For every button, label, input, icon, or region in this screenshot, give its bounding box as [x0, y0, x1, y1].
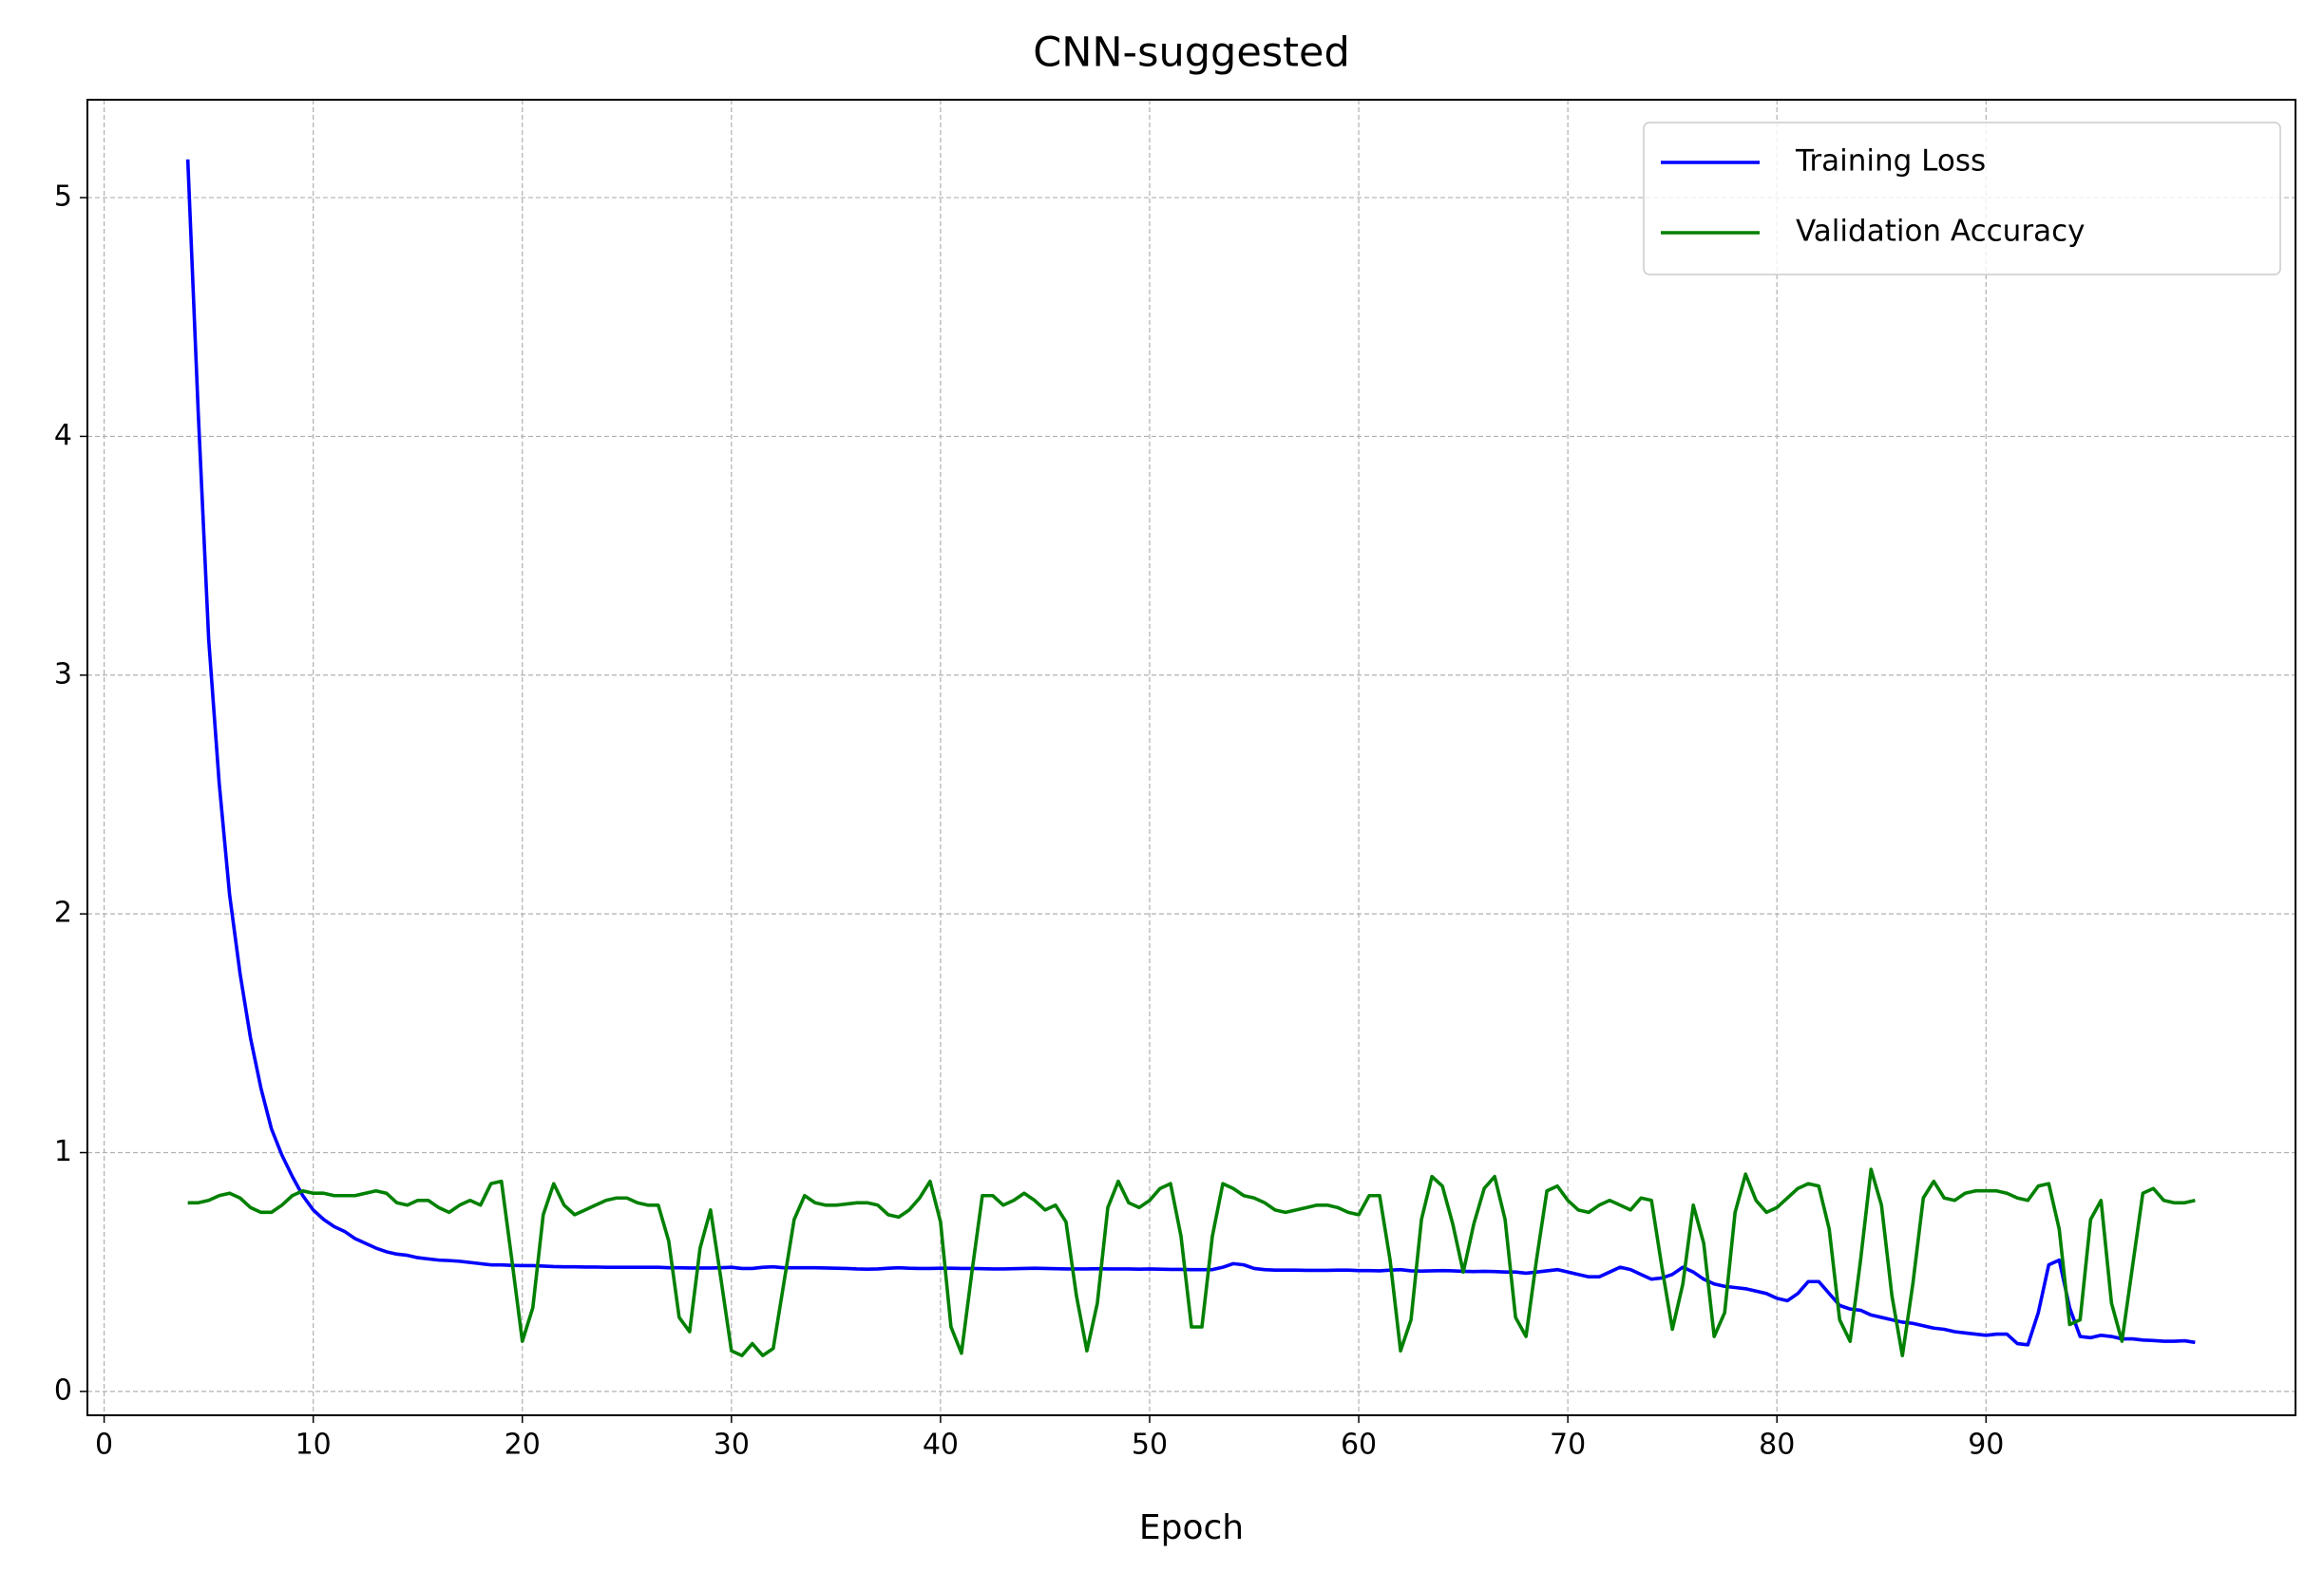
x-tick-label: 40 [923, 1429, 959, 1462]
x-tick-label: 70 [1550, 1429, 1586, 1462]
chart-title: CNN-suggested [1033, 29, 1350, 77]
y-tick-label: 5 [54, 180, 72, 214]
x-tick-label: 20 [505, 1429, 541, 1462]
x-tick-label: 0 [95, 1429, 113, 1462]
x-tick-label: 60 [1341, 1429, 1377, 1462]
series-line [185, 159, 2196, 1347]
y-tick-label: 4 [54, 419, 72, 452]
x-tick-label: 10 [295, 1429, 332, 1462]
y-tick-label: 2 [54, 897, 72, 930]
y-tick-label: 0 [54, 1373, 72, 1407]
legend-label: Validation Accuracy [1796, 215, 2085, 249]
y-tick-label: 1 [54, 1135, 72, 1168]
plot-frame [86, 99, 2296, 1416]
x-tick-label: 30 [714, 1429, 750, 1462]
series-line [187, 1167, 2196, 1357]
legend-box [1643, 122, 2281, 275]
x-tick-label: 90 [1968, 1429, 2004, 1462]
legend: Training Loss Validation Accuracy [1643, 122, 2281, 275]
x-tick-label: 50 [1132, 1429, 1168, 1462]
legend-label: Training Loss [1795, 144, 1986, 179]
x-axis-label: Epoch [1139, 1508, 1244, 1547]
y-tick-label: 3 [54, 657, 72, 691]
x-tick-label: 80 [1759, 1429, 1795, 1462]
